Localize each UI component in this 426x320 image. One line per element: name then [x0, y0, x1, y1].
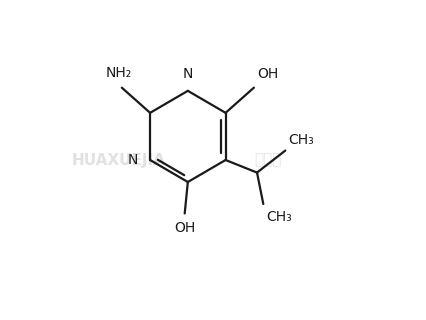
Text: CH₃: CH₃	[288, 133, 314, 148]
Text: 化学加: 化学加	[254, 153, 281, 167]
Text: N: N	[127, 153, 138, 167]
Text: OH: OH	[257, 68, 278, 81]
Text: N: N	[183, 68, 193, 81]
Text: CH₃: CH₃	[266, 210, 292, 224]
Text: OH: OH	[174, 221, 196, 235]
Text: HUAXUEJIA: HUAXUEJIA	[72, 153, 165, 167]
Text: NH₂: NH₂	[106, 66, 132, 80]
